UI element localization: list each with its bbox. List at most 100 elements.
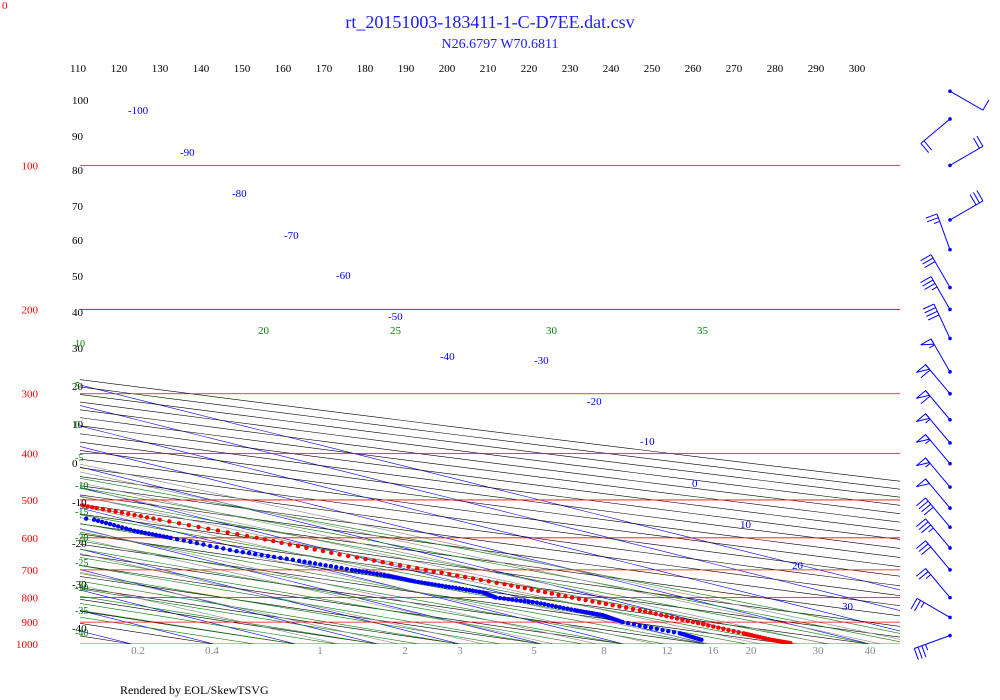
dewpoint-point bbox=[526, 599, 531, 604]
chart-subtitle: N26.6797 W70.6811 bbox=[441, 37, 558, 52]
moist-adiabat-label: 10 bbox=[75, 339, 85, 350]
moist-adiabat-line bbox=[80, 531, 707, 644]
temperature-point bbox=[569, 595, 575, 600]
dewpoint-point bbox=[334, 564, 339, 570]
dewpoint-point bbox=[501, 596, 507, 601]
plot-frame bbox=[80, 66, 900, 644]
isotherm-label: -40 bbox=[440, 351, 455, 363]
temperature-point bbox=[397, 563, 403, 568]
dewpoint-point bbox=[470, 588, 475, 593]
dewpoint-point bbox=[99, 519, 105, 525]
temperature-point bbox=[669, 615, 674, 620]
isotherm-label: -10 bbox=[640, 436, 655, 448]
dewpoint-point bbox=[371, 571, 376, 576]
dewpoint-point bbox=[328, 564, 334, 569]
mixing-ratio-label: 30 bbox=[813, 645, 825, 657]
dewpoint-point bbox=[453, 585, 459, 591]
theta-top-label: 160 bbox=[275, 63, 292, 75]
mixing-ratio-label: 3 bbox=[457, 645, 463, 657]
isotherm-line bbox=[80, 466, 789, 644]
mixing-ratio-label: 0.2 bbox=[131, 645, 145, 657]
dewpoint-point bbox=[240, 550, 245, 555]
dewpoint-point bbox=[518, 598, 523, 603]
temperature-point bbox=[726, 627, 731, 633]
temperature-point bbox=[126, 511, 131, 517]
theta-top-label: 210 bbox=[480, 63, 497, 75]
dewpoint-point bbox=[259, 552, 264, 558]
temperature-point bbox=[363, 556, 368, 562]
dry-adiabat-line bbox=[80, 458, 900, 568]
theta-top-label: 250 bbox=[644, 63, 661, 75]
dewpoint-point bbox=[349, 567, 355, 573]
temperature-point bbox=[54, 499, 58, 503]
temperature-point bbox=[215, 528, 221, 533]
dry-adiabat-line bbox=[80, 417, 900, 523]
dewpoint-point bbox=[426, 581, 431, 586]
wind-barb bbox=[948, 89, 990, 111]
mixing-ratio-label: 5 bbox=[531, 645, 537, 657]
dewpoint-point bbox=[227, 547, 233, 553]
temperature-point bbox=[731, 628, 736, 634]
mixing-ratio-line bbox=[80, 463, 900, 640]
temperature-point bbox=[455, 573, 460, 578]
dewpoint-point bbox=[181, 538, 186, 543]
temperature-point bbox=[113, 509, 118, 514]
temperature-point bbox=[287, 542, 292, 547]
pressure-label: 100 bbox=[22, 160, 39, 172]
dewpoint-point bbox=[626, 621, 631, 626]
pressure-label: 1000 bbox=[16, 639, 39, 651]
dewpoint-point bbox=[522, 599, 527, 604]
temperature-point bbox=[304, 545, 309, 550]
theta-left-label: 30 bbox=[72, 343, 84, 355]
dewpoint-point bbox=[214, 545, 219, 550]
pressure-label: 600 bbox=[22, 533, 39, 545]
sounding-profiles bbox=[4, 499, 793, 644]
dewpoint-point bbox=[648, 625, 654, 630]
dewpoint-point bbox=[194, 541, 200, 546]
wind-barb bbox=[913, 633, 952, 660]
temperature-point bbox=[630, 606, 636, 612]
isotherm-label: -70 bbox=[284, 230, 299, 242]
dewpoint-point bbox=[91, 517, 97, 522]
temperature-point bbox=[389, 561, 394, 566]
moist-adiabat-label: 25 bbox=[390, 325, 402, 337]
theta-left-label: 40 bbox=[72, 307, 84, 319]
dewpoint-point bbox=[643, 624, 648, 629]
temperature-point bbox=[415, 566, 420, 571]
temperature-point bbox=[337, 552, 342, 557]
temperature-point bbox=[431, 569, 436, 574]
theta-top-label: 220 bbox=[521, 63, 538, 75]
dewpoint-point bbox=[419, 580, 424, 585]
dewpoint-point bbox=[450, 585, 455, 590]
temperature-point bbox=[132, 512, 137, 518]
theta-left-label: 80 bbox=[72, 165, 84, 177]
wind-barb bbox=[916, 568, 952, 600]
dewpoint-point bbox=[302, 559, 307, 564]
dry-adiabat-line bbox=[80, 513, 900, 627]
wind-barb bbox=[916, 389, 952, 422]
wind-barb bbox=[916, 478, 952, 510]
dewpoint-point bbox=[44, 511, 48, 515]
dewpoint-point bbox=[135, 529, 140, 534]
isotherm-line bbox=[80, 446, 871, 644]
dewpoint-point bbox=[4, 504, 8, 508]
theta-top-label: 280 bbox=[767, 63, 784, 75]
wind-barbs bbox=[910, 89, 990, 660]
pressure-label: 200 bbox=[22, 304, 39, 316]
moist-adiabat-line bbox=[80, 610, 297, 644]
wind-barb bbox=[916, 363, 952, 396]
temperature-point bbox=[741, 631, 746, 636]
temperature-point bbox=[90, 505, 95, 510]
temperature-point bbox=[706, 623, 711, 628]
theta-left-label: -40 bbox=[72, 623, 87, 635]
dewpoint-point bbox=[572, 608, 578, 613]
wind-barb bbox=[922, 303, 952, 341]
isotherm-label: -100 bbox=[128, 105, 149, 117]
dewpoint-point bbox=[660, 627, 665, 633]
dewpoint-point bbox=[360, 569, 365, 574]
dry-adiabat-line bbox=[80, 433, 900, 540]
dewpoint-point bbox=[542, 602, 547, 607]
temperature-point bbox=[371, 558, 377, 563]
temperature-point bbox=[536, 588, 541, 594]
dewpoint-point bbox=[68, 514, 72, 518]
